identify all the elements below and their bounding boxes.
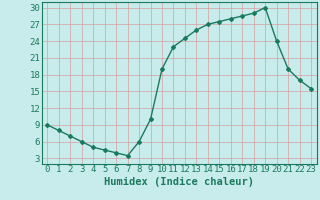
X-axis label: Humidex (Indice chaleur): Humidex (Indice chaleur) (104, 177, 254, 187)
